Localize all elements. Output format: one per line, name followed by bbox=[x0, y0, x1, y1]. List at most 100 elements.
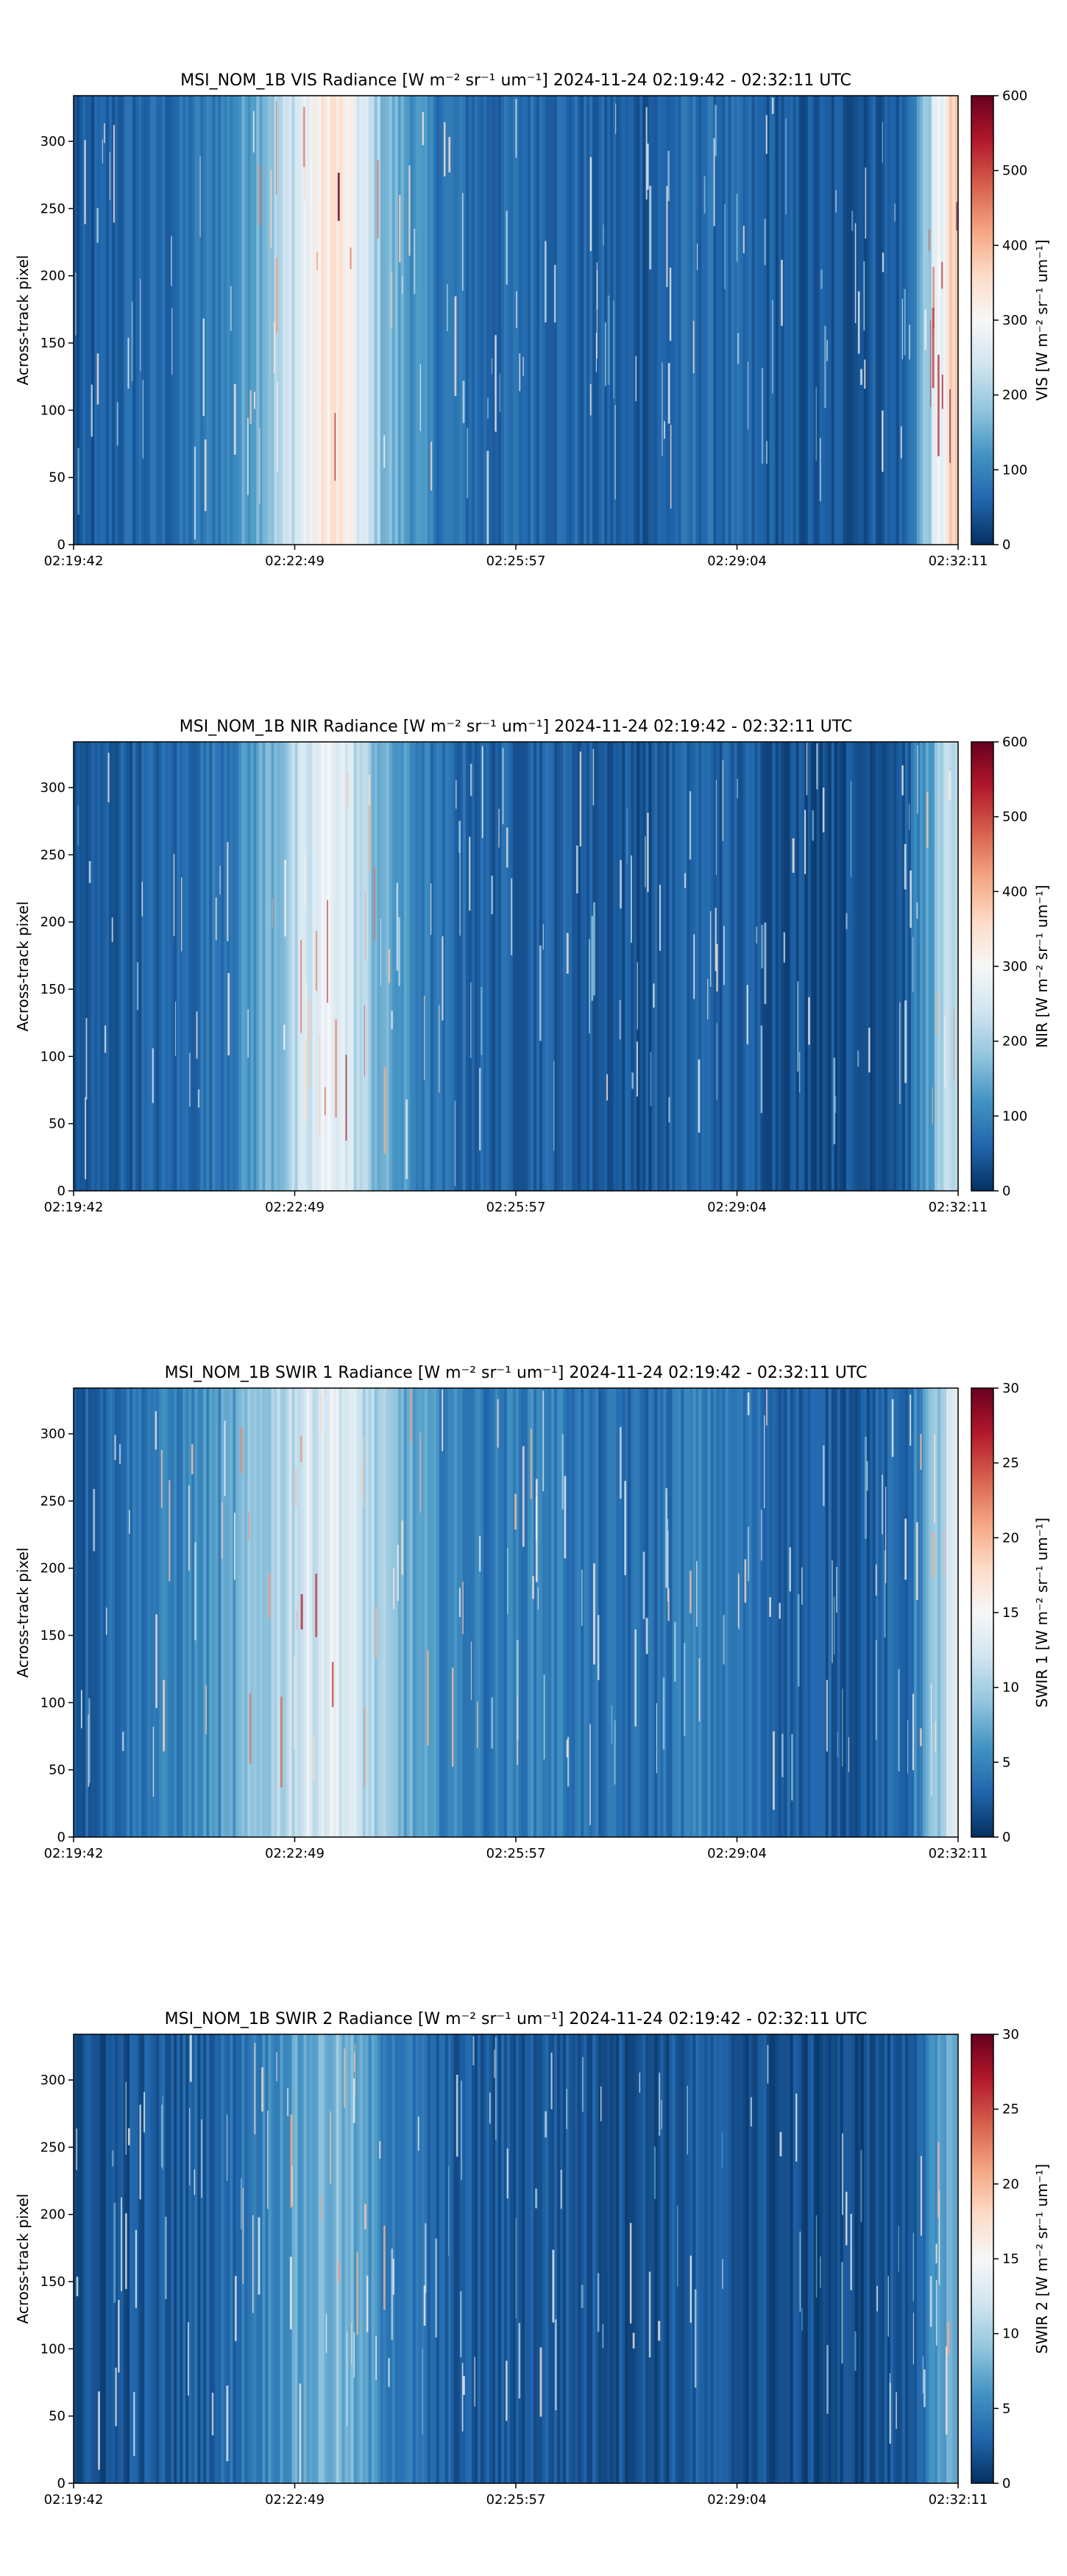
heatmap-streak bbox=[113, 124, 115, 223]
heatmap-column bbox=[775, 742, 779, 1191]
heatmap-streak bbox=[511, 878, 513, 955]
heatmap-streak bbox=[215, 897, 217, 941]
heatmap-streak bbox=[851, 210, 854, 231]
heatmap-column bbox=[607, 742, 611, 1191]
heatmap-streak bbox=[935, 2279, 937, 2346]
heatmap-streak bbox=[598, 1615, 600, 1680]
heatmap-column bbox=[810, 2034, 815, 2483]
heatmap-column bbox=[763, 96, 768, 545]
heatmap-column bbox=[901, 96, 906, 545]
heatmap-column bbox=[584, 742, 587, 1191]
heatmap-column bbox=[610, 2034, 614, 2483]
heatmap-column bbox=[648, 742, 652, 1191]
heatmap-streak bbox=[422, 2349, 423, 2435]
heatmap-column bbox=[377, 1388, 381, 1837]
heatmap-column bbox=[259, 742, 263, 1191]
heatmap-column bbox=[604, 96, 608, 545]
heatmap-streak bbox=[637, 962, 638, 1030]
heatmap-column bbox=[613, 2034, 617, 2483]
heatmap-column bbox=[344, 742, 349, 1191]
heatmap-column bbox=[740, 2034, 744, 2483]
heatmap-streak bbox=[402, 276, 403, 294]
heatmap-column bbox=[610, 1388, 614, 1837]
colorbar-tick-label: 0 bbox=[1002, 537, 1010, 553]
heatmap-streak bbox=[694, 2289, 697, 2388]
heatmap-column bbox=[397, 2034, 402, 2483]
heatmap-column bbox=[418, 96, 422, 545]
heatmap-column bbox=[731, 2034, 735, 2483]
heatmap-column bbox=[690, 742, 693, 1191]
heatmap-streak bbox=[941, 261, 943, 289]
heatmap-column bbox=[200, 96, 204, 545]
heatmap-column bbox=[474, 2034, 478, 2483]
heatmap-column bbox=[569, 742, 573, 1191]
heatmap-column bbox=[303, 96, 308, 545]
heatmap-column bbox=[810, 742, 815, 1191]
heatmap-column bbox=[745, 2034, 750, 2483]
heatmap-column bbox=[439, 742, 443, 1191]
heatmap-column bbox=[725, 742, 729, 1191]
heatmap-column bbox=[563, 96, 567, 545]
heatmap-column bbox=[312, 1388, 316, 1837]
heatmap-column bbox=[745, 1388, 750, 1837]
heatmap-streak bbox=[522, 356, 524, 376]
heatmap-column bbox=[409, 742, 414, 1191]
heatmap-column bbox=[112, 1388, 116, 1837]
heatmap-streak bbox=[535, 2188, 538, 2209]
heatmap-column bbox=[896, 1388, 900, 1837]
x-tick-label: 02:25:57 bbox=[486, 553, 546, 569]
heatmap-column bbox=[542, 742, 546, 1191]
heatmap-streak bbox=[649, 185, 652, 270]
heatmap-column bbox=[548, 1388, 552, 1837]
heatmap-column bbox=[468, 2034, 472, 2483]
heatmap-column bbox=[430, 96, 434, 545]
y-tick-label: 50 bbox=[49, 470, 65, 486]
heatmap-streak bbox=[875, 1640, 877, 1740]
heatmap-column bbox=[130, 2034, 133, 2483]
heatmap-column bbox=[371, 96, 375, 545]
heatmap-streak bbox=[697, 243, 698, 271]
heatmap-column bbox=[525, 742, 528, 1191]
heatmap-streak bbox=[460, 2080, 462, 2180]
heatmap-column bbox=[294, 742, 299, 1191]
heatmap-column bbox=[675, 2034, 678, 2483]
heatmap-streak bbox=[837, 1732, 839, 1758]
heatmap-streak bbox=[943, 1529, 945, 1577]
heatmap-column bbox=[589, 1388, 593, 1837]
heatmap-column bbox=[563, 1388, 567, 1837]
heatmap-column bbox=[433, 742, 437, 1191]
heatmap-column bbox=[740, 1388, 744, 1837]
heatmap-streak bbox=[722, 2259, 723, 2289]
heatmap-column bbox=[430, 2034, 434, 2483]
heatmap-streak bbox=[785, 118, 787, 215]
heatmap-streak bbox=[518, 2323, 521, 2399]
heatmap-streak bbox=[703, 176, 706, 213]
heatmap-column bbox=[701, 2034, 706, 2483]
heatmap-column bbox=[303, 2034, 308, 2483]
heatmap-column bbox=[519, 96, 522, 545]
heatmap-streak bbox=[589, 938, 590, 1034]
heatmap-column bbox=[233, 2034, 236, 2483]
heatmap-column bbox=[268, 742, 272, 1191]
heatmap-column bbox=[528, 742, 531, 1191]
heatmap-column bbox=[212, 742, 216, 1191]
heatmap-column bbox=[951, 742, 956, 1191]
heatmap-column bbox=[943, 742, 947, 1191]
heatmap-column bbox=[851, 1388, 856, 1837]
heatmap-streak bbox=[276, 101, 277, 195]
heatmap-streak bbox=[419, 364, 422, 431]
heatmap-streak bbox=[801, 1567, 803, 1605]
heatmap-streak bbox=[690, 2255, 692, 2323]
heatmap-streak bbox=[542, 1390, 545, 1492]
heatmap-streak bbox=[139, 2104, 141, 2200]
heatmap-column bbox=[156, 96, 160, 545]
heatmap-column bbox=[494, 96, 499, 545]
heatmap-column bbox=[477, 96, 481, 545]
heatmap-column bbox=[421, 96, 425, 545]
x-tick-label: 02:19:42 bbox=[44, 2492, 104, 2508]
heatmap-column bbox=[380, 2034, 384, 2483]
heatmap-streak bbox=[76, 2129, 77, 2170]
heatmap-column bbox=[427, 96, 431, 545]
heatmap-streak bbox=[162, 2095, 164, 2170]
heatmap-column bbox=[545, 742, 549, 1191]
